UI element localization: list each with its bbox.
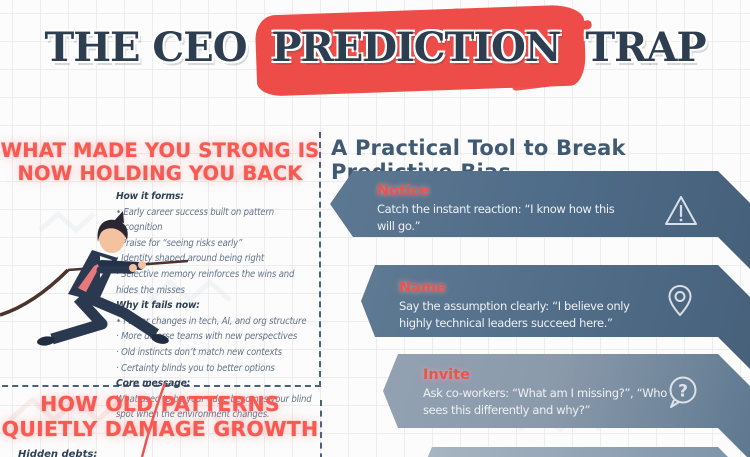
businessman-pulling-rope-illustration xyxy=(0,211,189,346)
list-item: • Early career success built on pattern … xyxy=(116,206,274,234)
title-part-highlight: PREDICTION xyxy=(271,24,562,71)
step-banner-invite: Invite Ask co-workers: “What am I missin… xyxy=(383,354,750,457)
step-banner-notice: Notice Catch the instant reaction: “I kn… xyxy=(330,171,750,269)
block-label: How it forms: xyxy=(116,191,184,202)
step-text: Ask co-workers: “What am I missing?”, “W… xyxy=(423,386,667,417)
list-item: · Certainty blinds you to better options xyxy=(116,362,275,374)
bottom-heading-line1: HOW OLD PATTERNS xyxy=(40,392,280,416)
bottom-panel-dashed-border xyxy=(0,400,322,457)
step-label: Invite xyxy=(423,367,470,383)
bottom-section-heading: HOW OLD PATTERNS QUIETLY DAMAGE GROWTH xyxy=(0,392,320,442)
block-label: Why it fails now: xyxy=(116,300,200,312)
page-title: THE CEO PREDICTION TRAP xyxy=(0,24,750,71)
step-text: Say the assumption clearly: “I believe o… xyxy=(399,299,630,330)
location-pin-icon xyxy=(668,285,692,316)
block-label: Core message: xyxy=(116,378,191,390)
step-text: Catch the instant reaction: “I know how … xyxy=(377,202,615,233)
banner-shape xyxy=(418,447,750,457)
svg-text:?: ? xyxy=(678,382,688,402)
list-item: · Selective memory reinforces the wins a… xyxy=(116,268,295,296)
list-item: • Faster changes in tech, AI, and org st… xyxy=(116,315,307,327)
list-item: · Old instincts don’t match new contexts xyxy=(116,346,282,358)
red-rope-line xyxy=(140,382,167,457)
core-message-text: What used to be your edge becomes your b… xyxy=(116,393,312,421)
question-bubble-icon: ? xyxy=(669,376,697,408)
step-banner-partial xyxy=(418,447,750,457)
title-part-pre: THE CEO xyxy=(44,24,247,71)
left-section-body: How it forms: • Early career success bui… xyxy=(116,189,315,423)
clipped-block-label: Hidden debts: xyxy=(18,449,98,457)
list-item: · Identity shaped around being right xyxy=(116,253,264,265)
list-item: · Praise for “seeing risks early” xyxy=(116,237,243,249)
list-item: · More diverse teams with new perspectiv… xyxy=(116,331,298,343)
left-panel-dashed-border xyxy=(0,132,321,387)
bottom-heading-line2: QUIETLY DAMAGE GROWTH xyxy=(1,417,319,441)
left-heading-line1: WHAT MADE YOU STRONG IS xyxy=(0,139,320,162)
step-label: Notice xyxy=(377,183,430,199)
title-part-post: TRAP xyxy=(585,24,706,71)
step-label: Name xyxy=(399,280,446,296)
left-section-heading: WHAT MADE YOU STRONG IS NOW HOLDING YOU … xyxy=(0,139,320,185)
warning-triangle-icon xyxy=(665,196,697,225)
step-banner-name: Name Say the assumption clearly: “I beli… xyxy=(361,265,750,369)
left-heading-line2: NOW HOLDING YOU BACK xyxy=(17,162,303,185)
